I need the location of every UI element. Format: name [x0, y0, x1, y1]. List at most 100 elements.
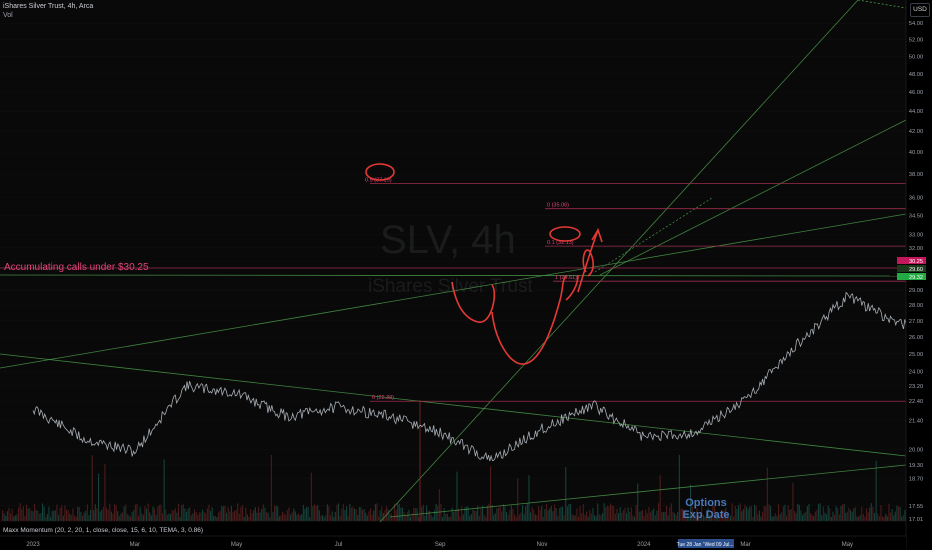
volume-bar [187, 508, 189, 521]
volume-bar [40, 513, 42, 521]
volume-bar [115, 505, 117, 521]
volume-bar [718, 514, 720, 521]
price-tick: 34.50 [909, 214, 924, 220]
price-badge-value: 29.60 [909, 267, 923, 273]
volume-bar [418, 516, 420, 521]
volume-bar [744, 504, 746, 521]
volume-bar [93, 510, 95, 521]
volume-bar [883, 516, 885, 521]
volume-bar [274, 505, 276, 521]
price-tick: 18.70 [909, 477, 924, 483]
currency-badge[interactable]: USD [910, 3, 930, 17]
volume-bar [354, 508, 356, 521]
volume-bar [781, 512, 783, 521]
volume-bar [515, 516, 517, 521]
volume-bar [264, 507, 266, 521]
volume-bar [118, 515, 120, 521]
volume-bar [445, 513, 447, 521]
time-axis: 2023MarMayJulSepNov2024MarMayJulSepNov20… [0, 535, 906, 550]
volume-bar [717, 516, 719, 521]
volume-bar [365, 512, 367, 521]
volume-bar [634, 516, 636, 521]
time-cursor-badge [704, 539, 734, 548]
volume-bar [410, 516, 412, 521]
volume-bar [504, 506, 506, 521]
volume-bar [827, 505, 829, 521]
volume-bar [714, 505, 716, 521]
volume-bar [341, 508, 343, 521]
symbol-title[interactable]: iShares Silver Trust, 4h, Arca [3, 3, 94, 10]
volume-bar [643, 516, 645, 521]
volume-bar [285, 514, 287, 521]
volume-bar [314, 504, 316, 521]
volume-bar [861, 507, 863, 521]
options-expiry-label[interactable]: Options Exp Date [671, 497, 741, 521]
volume-bar [37, 510, 39, 521]
annotation-text[interactable]: Accumulating calls under $30.25 [4, 262, 149, 273]
indicator-legend[interactable]: Maxx Momentum (20, 2, 20, 1, close, clos… [3, 527, 204, 534]
trend-line [0, 274, 907, 277]
price-tick: 17.01 [909, 517, 924, 523]
volume-bar [254, 507, 256, 521]
volume-bar [638, 511, 640, 521]
volume-bar [725, 508, 727, 521]
volume-bar [616, 508, 618, 521]
volume-bar [269, 516, 271, 521]
volume-bars [2, 454, 932, 521]
volume-bar [886, 516, 888, 521]
volume-bar [771, 516, 773, 521]
volume-bar [307, 506, 309, 521]
volume-bar [650, 512, 652, 521]
price-tick: 25.00 [909, 352, 924, 358]
volume-bar [669, 507, 671, 521]
volume-bar [349, 503, 351, 521]
volume-bar [891, 509, 893, 521]
volume-bar [106, 507, 108, 521]
volume-bar [642, 509, 644, 521]
volume-bar [738, 505, 740, 521]
volume-bar [411, 513, 413, 521]
volume-bar [541, 505, 543, 521]
volume-bar [739, 503, 741, 521]
price-tick: 23.20 [909, 384, 924, 390]
volume-bar [794, 511, 796, 521]
volume-bar [174, 508, 176, 521]
volume-bar [702, 514, 704, 521]
volume-bar [867, 512, 869, 521]
fib-label: 0 (35.06) [547, 203, 569, 209]
volume-bar [230, 505, 232, 521]
volume-bar [686, 513, 688, 521]
volume-bar [723, 510, 725, 521]
volume-bar [632, 515, 634, 521]
volume-bar [566, 506, 568, 521]
volume-bar [405, 515, 407, 521]
time-cursor-label: Wed 09 Jul... [704, 542, 733, 548]
volume-bar [262, 504, 264, 521]
volume-bar [792, 482, 794, 521]
volume-bar [558, 508, 560, 521]
volume-bar [317, 505, 319, 521]
volume-bar [571, 514, 573, 521]
volume-bar [803, 512, 805, 521]
volume-bar [595, 515, 597, 521]
volume-bar [619, 507, 621, 521]
volume-bar [808, 503, 810, 521]
volume-bar [2, 510, 4, 521]
volume-bar [646, 513, 648, 521]
volume-bar [848, 507, 850, 521]
volume-bar [610, 503, 612, 521]
volume-bar [450, 516, 452, 521]
volume-bar [755, 505, 757, 521]
volume-bar [338, 503, 340, 521]
peak-loop [582, 249, 594, 277]
volume-bar [747, 509, 749, 521]
volume-bar [878, 516, 880, 521]
volume-bar [75, 516, 77, 521]
price-tick: 27.00 [909, 319, 924, 325]
fib-label: 0.1 (32.13) [547, 240, 574, 246]
volume-bar [770, 505, 772, 521]
volume-legend[interactable]: Vol [3, 12, 13, 19]
volume-bar [715, 511, 717, 521]
volume-bar [302, 504, 304, 521]
